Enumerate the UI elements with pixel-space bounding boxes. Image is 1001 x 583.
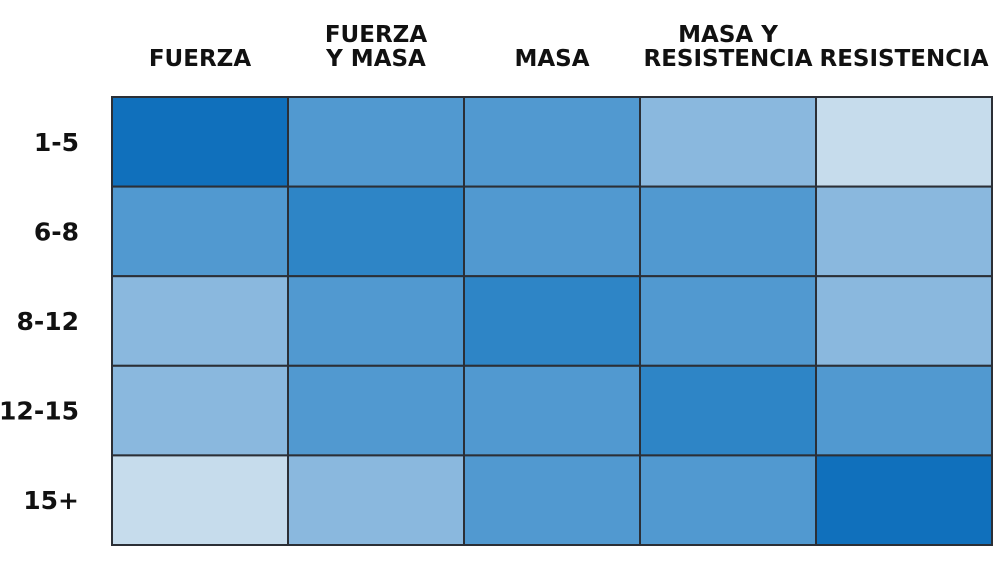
column-label-line: Y MASA [325, 46, 426, 72]
row-label-6-8: 6-8 [34, 217, 79, 246]
heatmap-cell-12-15-masa-y-resistencia [639, 364, 817, 457]
column-label-line: RESISTENCIA [820, 46, 989, 72]
heatmap-cell-15plus-resistencia [815, 454, 993, 546]
column-label-fuerza: FUERZA [149, 46, 251, 72]
heatmap-cell-12-15-resistencia [815, 364, 993, 457]
column-label-line: FUERZA [325, 22, 427, 48]
column-label-line: RESISTENCIA [644, 46, 813, 72]
column-label-line: MASA Y [678, 22, 778, 48]
heatmap-cell-15plus-fuerza [111, 454, 289, 546]
heatmap-cell-8-12-masa-y-resistencia [639, 275, 817, 367]
heatmap-cell-6-8-masa-y-resistencia [639, 185, 817, 278]
heatmap-cell-15plus-masa-y-resistencia [639, 454, 817, 546]
column-label-masa: MASA [514, 46, 589, 72]
row-label-15plus: 15+ [23, 486, 79, 515]
row-label-12-15: 12-15 [0, 397, 79, 426]
heatmap-cell-6-8-fuerza [111, 185, 289, 278]
column-label-masa-y-resistencia: MASA Y RESISTENCIA [644, 22, 813, 72]
column-label-fuerza-y-masa: FUERZA Y MASA [325, 22, 427, 72]
heatmap-cell-15plus-masa [463, 454, 641, 546]
heatmap-cell-8-12-resistencia [815, 275, 993, 367]
heatmap-cell-12-15-fuerza-y-masa [287, 364, 465, 457]
heatmap-cell-15plus-fuerza-y-masa [287, 454, 465, 546]
heatmap-cell-6-8-resistencia [815, 185, 993, 278]
column-label-line: MASA [514, 46, 589, 72]
heatmap-cell-1-5-resistencia [815, 96, 993, 188]
column-label-line: FUERZA [149, 46, 251, 72]
heatmap-cell-8-12-fuerza-y-masa [287, 275, 465, 367]
heatmap-cell-1-5-masa-y-resistencia [639, 96, 817, 188]
heatmap-cell-12-15-fuerza [111, 364, 289, 457]
heatmap-cell-8-12-masa [463, 275, 641, 367]
heatmap-cell-6-8-fuerza-y-masa [287, 185, 465, 278]
heatmap-cell-6-8-masa [463, 185, 641, 278]
heatmap-cell-12-15-masa [463, 364, 641, 457]
row-labels: 1-5 6-8 8-12 12-15 15+ [0, 128, 79, 515]
heatmap-cell-1-5-fuerza [111, 96, 289, 188]
row-label-1-5: 1-5 [34, 128, 79, 157]
row-label-8-12: 8-12 [16, 307, 79, 336]
column-label-resistencia: RESISTENCIA [820, 46, 989, 72]
heatmap-cells [111, 96, 993, 546]
heatmap-cell-8-12-fuerza [111, 275, 289, 367]
heatmap-cell-1-5-masa [463, 96, 641, 188]
heatmap-cell-1-5-fuerza-y-masa [287, 96, 465, 188]
